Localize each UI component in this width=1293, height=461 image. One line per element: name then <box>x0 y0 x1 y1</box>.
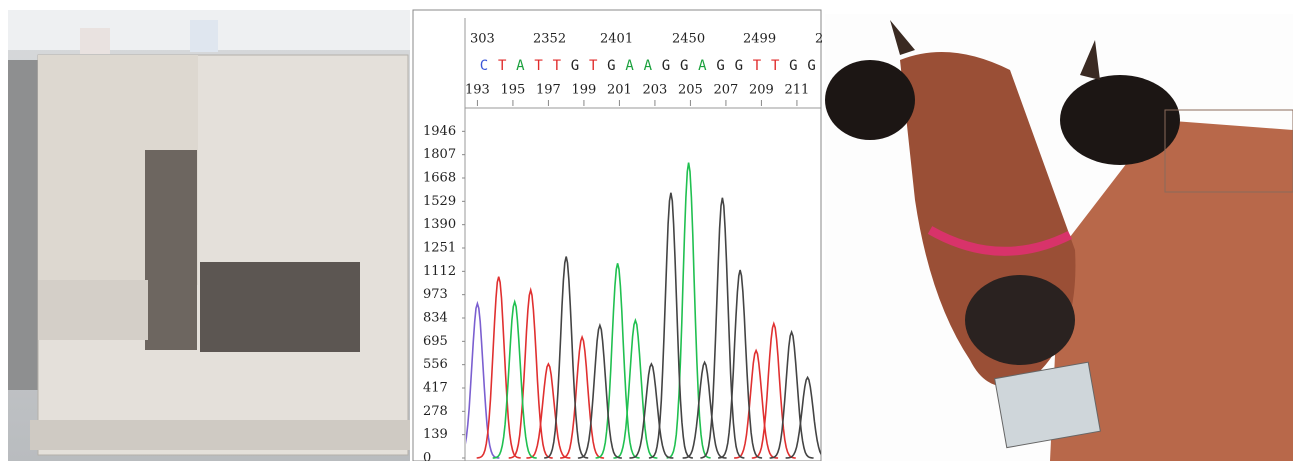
x-tick-label: 201 <box>607 83 632 98</box>
peak <box>629 362 674 459</box>
peak <box>577 322 622 459</box>
base-call: A <box>516 58 525 74</box>
x-tick-label: 197 <box>536 83 561 98</box>
peak <box>700 197 745 459</box>
x-tick-label: 207 <box>714 83 739 98</box>
base-call: T <box>553 58 562 74</box>
peak <box>682 360 727 459</box>
peaks <box>466 162 821 459</box>
scan-label: 2401 <box>600 32 633 47</box>
y-tick-label: 278 <box>423 404 448 419</box>
base-call: G <box>807 58 815 74</box>
base-call: T <box>498 58 507 74</box>
y-tick-label: 1251 <box>423 241 456 256</box>
peak <box>544 256 589 459</box>
scan-label: 2352 <box>533 32 566 47</box>
base-call: A <box>625 58 634 74</box>
x-tick-label: 193 <box>465 83 490 98</box>
y-tick-label: 417 <box>423 381 448 396</box>
peak <box>734 348 779 459</box>
scan-label: 2499 <box>743 32 776 47</box>
cow-photo <box>825 14 1293 461</box>
base-call: G <box>680 58 688 74</box>
y-tick-label: 1668 <box>423 171 456 186</box>
peak <box>613 317 658 459</box>
base-call: A <box>698 58 707 74</box>
peak <box>466 300 500 459</box>
x-tick-label: 203 <box>643 83 668 98</box>
x-tick-label: 209 <box>749 83 774 98</box>
base-call: T <box>534 58 543 74</box>
y-tick-label: 1112 <box>423 264 456 279</box>
base-call: G <box>662 58 670 74</box>
y-tick-label: 139 <box>423 427 448 442</box>
base-call: A <box>644 58 653 74</box>
peak <box>492 299 537 459</box>
peak <box>718 269 763 459</box>
peak <box>595 263 640 459</box>
y-tick-label: 1390 <box>423 217 456 232</box>
sequencer-photo <box>8 10 410 461</box>
base-call: C <box>480 58 488 74</box>
chromatogram-panel <box>412 9 822 461</box>
y-tick-label: 1807 <box>423 147 456 162</box>
base-call: G <box>735 58 743 74</box>
peak <box>526 362 571 459</box>
scan-label: 2450 <box>672 32 705 47</box>
peak <box>769 329 814 459</box>
base-call: G <box>571 58 579 74</box>
peak <box>648 192 693 459</box>
y-tick-label: 834 <box>423 311 448 326</box>
peak <box>751 321 796 459</box>
base-call: G <box>716 58 724 74</box>
y-tick-label: 556 <box>423 357 448 372</box>
base-call: T <box>771 58 780 74</box>
x-tick-label: 211 <box>785 83 810 98</box>
x-tick-label: 195 <box>501 83 526 98</box>
x-tick-label: 205 <box>678 83 703 98</box>
y-tick-label: 1529 <box>423 194 456 209</box>
peak <box>508 286 553 459</box>
y-tick-label: 973 <box>423 287 448 302</box>
base-call: T <box>589 58 598 74</box>
scan-label: 303 <box>470 32 495 47</box>
base-call: G <box>607 58 615 74</box>
y-tick-label: 1946 <box>423 124 456 139</box>
base-call: G <box>789 58 797 74</box>
chromatogram: 303 2352 2401 2450 2499 2C T A T T G T G A A G G A G G T T G G1… <box>423 32 837 461</box>
peak <box>560 334 605 459</box>
y-tick-label: 695 <box>423 334 448 349</box>
x-tick-label: 199 <box>572 83 597 98</box>
peak <box>476 276 521 459</box>
peak <box>785 375 821 459</box>
scan-label: 2 <box>815 32 823 47</box>
base-call: T <box>753 58 762 74</box>
peak <box>666 162 711 459</box>
y-tick-label: 0 <box>423 451 431 461</box>
